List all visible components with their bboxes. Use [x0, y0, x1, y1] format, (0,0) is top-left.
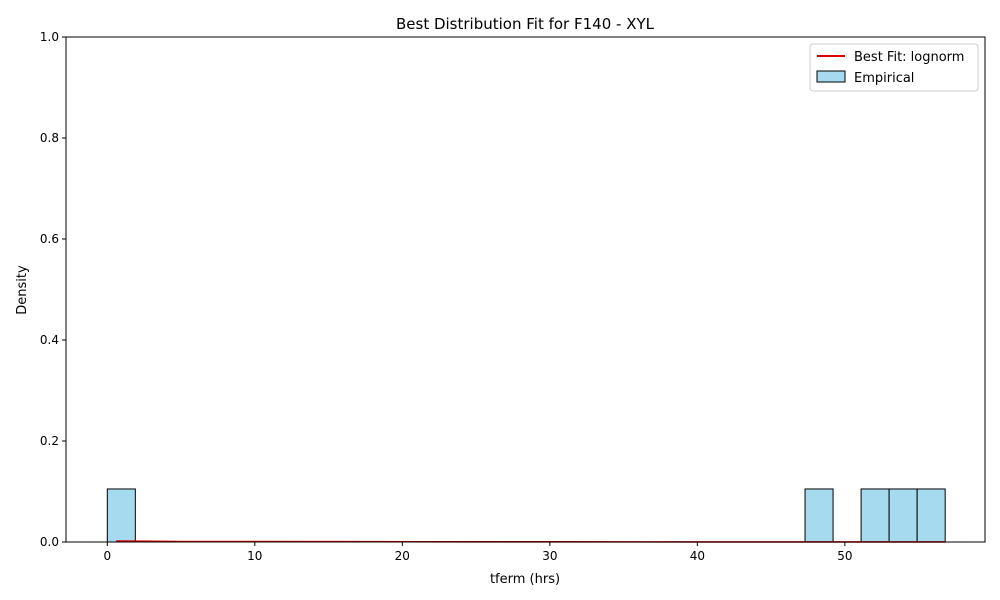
- x-tick-label-20: 20: [395, 549, 410, 563]
- y-tick-label-4: 0.8: [40, 131, 59, 145]
- y-tick-label-1: 0.2: [40, 434, 59, 448]
- x-tick-label-40: 40: [690, 549, 705, 563]
- legend-fit-line-label: Best Fit: lognorm: [854, 50, 964, 65]
- histogram-bar-4: [916, 488, 946, 543]
- histogram-bar-3: [888, 488, 918, 543]
- y-axis-label: Density: [15, 265, 30, 315]
- histogram-bar-0: [106, 488, 136, 543]
- y-tick-label-2: 0.4: [40, 333, 59, 347]
- legend-histogram-label: Empirical: [854, 71, 914, 86]
- histogram-bars: [106, 488, 946, 543]
- x-tick-label-50: 50: [837, 549, 852, 563]
- x-axis-label: tferm (hrs): [490, 572, 560, 587]
- legend-histogram-swatch: [816, 70, 846, 83]
- x-tick-label-30: 30: [542, 549, 557, 563]
- chart-title: Best Distribution Fit for F140 - XYL: [396, 15, 655, 33]
- y-tick-label-0: 0.0: [40, 535, 59, 549]
- x-tick-label-10: 10: [247, 549, 262, 563]
- histogram-bar-1: [804, 488, 834, 543]
- y-tick-label-5: 1.0: [40, 30, 59, 44]
- y-ticks: 0.0 0.2 0.4 0.6 0.8 1.0: [40, 30, 66, 549]
- axes: [65, 36, 986, 543]
- legend-box: [809, 43, 979, 92]
- x-tick-label-0: 0: [103, 549, 111, 563]
- legend: Best Fit: lognorm Empirical: [809, 43, 979, 92]
- histogram-bar-2: [860, 488, 890, 543]
- y-tick-label-3: 0.6: [40, 232, 59, 246]
- x-ticks: 0 10 20 30 40 50: [103, 542, 853, 563]
- plot-frame: [65, 36, 986, 543]
